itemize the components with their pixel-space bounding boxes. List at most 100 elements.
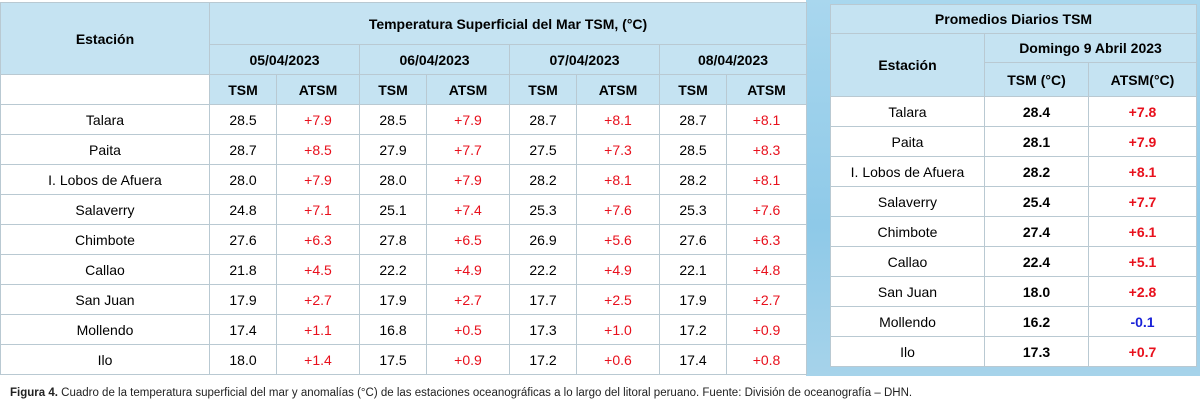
- station-cell: Paita: [0, 134, 210, 165]
- tsm-cell: 27.9: [359, 134, 427, 165]
- station-cell: I. Lobos de Afuera: [0, 164, 210, 195]
- atsm-header: ATSM: [426, 74, 510, 105]
- atsm-cell: +4.8: [725, 254, 808, 285]
- average-date-header: Domingo 9 Abril 2023: [984, 33, 1197, 63]
- atsm-cell: +1.4: [276, 344, 360, 375]
- table-title: Temperatura Superficial del Mar TSM, (°C…: [208, 2, 808, 45]
- atsm-cell: +1.1: [276, 314, 360, 345]
- table-row: I. Lobos de Afuera 28.0 +7.9 28.0 +7.9 28.2 +8…: [0, 164, 808, 195]
- table-row: Talara 28.5 +7.9 28.5 +7.9 28.7 +8.1 28.7 +8.1: [0, 104, 808, 135]
- daily-average-table: Promedios Diarios TSM Estación Domingo 9…: [830, 4, 1197, 367]
- tsm-cell: 21.8: [209, 254, 277, 285]
- daily-average-body: Talara 28.4 +7.8 Paita 28.1 +7.9 I. Lobos de A…: [830, 96, 1197, 367]
- tsm-header: TSM: [209, 74, 277, 105]
- average-atsm-cell: +7.8: [1088, 96, 1197, 127]
- table-row: Paita 28.7 +8.5 27.9 +7.7 27.5 +7.3 28.5 +8.3: [0, 134, 808, 165]
- tsm-header: TSM: [359, 74, 427, 105]
- station-cell: Salaverry: [0, 194, 210, 225]
- date-row: 05/04/2023 06/04/2023 07/04/2023 08/04/2023: [1, 44, 808, 75]
- average-tsm-cell: 18.0: [984, 276, 1089, 307]
- table-row: San Juan 18.0 +2.8: [830, 276, 1197, 307]
- table-row: I. Lobos de Afuera 28.2 +8.1: [830, 156, 1197, 187]
- atsm-cell: +7.1: [276, 194, 360, 225]
- tsm-cell: 18.0: [209, 344, 277, 375]
- tsm-cell: 27.6: [209, 224, 277, 255]
- average-atsm-cell: +2.8: [1088, 276, 1197, 307]
- average-station-cell: San Juan: [830, 276, 985, 307]
- tsm-cell: 26.9: [509, 224, 577, 255]
- table-row: Callao 22.4 +5.1: [830, 246, 1197, 277]
- atsm-cell: +8.3: [725, 134, 808, 165]
- atsm-cell: +2.7: [426, 284, 510, 315]
- average-atsm-cell: +0.7: [1088, 336, 1197, 367]
- average-station-cell: Salaverry: [830, 186, 985, 217]
- average-tsm-cell: 28.4: [984, 96, 1089, 127]
- atsm-header: ATSM: [276, 74, 360, 105]
- average-atsm-cell: +7.7: [1088, 186, 1197, 217]
- average-tsm-cell: 17.3: [984, 336, 1089, 367]
- atsm-header: ATSM: [725, 74, 808, 105]
- table-row: Callao 21.8 +4.5 22.2 +4.9 22.2 +4.9 22.1 +4.8: [0, 254, 808, 285]
- atsm-cell: +7.9: [426, 164, 510, 195]
- station-cell: Ilo: [0, 344, 210, 375]
- atsm-cell: +0.6: [576, 344, 660, 375]
- atsm-cell: +7.7: [426, 134, 510, 165]
- tsm-cell: 28.7: [659, 104, 727, 135]
- tsm-cell: 17.3: [509, 314, 577, 345]
- average-tsm-header: TSM (°C): [984, 62, 1089, 97]
- tsm-cell: 27.8: [359, 224, 427, 255]
- tsm-cell: 28.7: [209, 134, 277, 165]
- atsm-cell: +7.9: [426, 104, 510, 135]
- atsm-cell: +8.1: [576, 164, 660, 195]
- table-row: Ilo 18.0 +1.4 17.5 +0.9 17.2 +0.6 17.4 +0.8: [0, 344, 808, 375]
- tsm-cell: 22.2: [509, 254, 577, 285]
- table-row: Salaverry 24.8 +7.1 25.1 +7.4 25.3 +7.6 25.3 +7.…: [0, 194, 808, 225]
- station-cell: Mollendo: [0, 314, 210, 345]
- atsm-cell: +8.5: [276, 134, 360, 165]
- date-header: 07/04/2023: [509, 44, 660, 75]
- tsm-cell: 28.7: [509, 104, 577, 135]
- date-header: 06/04/2023: [359, 44, 510, 75]
- table-row: San Juan 17.9 +2.7 17.9 +2.7 17.7 +2.5 17.9 +2.7: [0, 284, 808, 315]
- tsm-cell: 17.5: [359, 344, 427, 375]
- station-cell: San Juan: [0, 284, 210, 315]
- average-atsm-cell: +7.9: [1088, 126, 1197, 157]
- tsm-cell: 22.1: [659, 254, 727, 285]
- atsm-cell: +0.5: [426, 314, 510, 345]
- tsm-cell: 28.2: [509, 164, 577, 195]
- average-atsm-cell: +5.1: [1088, 246, 1197, 277]
- tsm-cell: 17.2: [509, 344, 577, 375]
- average-tsm-cell: 28.1: [984, 126, 1089, 157]
- tsm-cell: 28.0: [359, 164, 427, 195]
- atsm-header: ATSM: [576, 74, 660, 105]
- tsm-cell: 17.4: [209, 314, 277, 345]
- sst-daily-table: Estación Temperatura Superficial del Mar…: [0, 2, 808, 375]
- atsm-cell: +7.4: [426, 194, 510, 225]
- station-header: Estación: [0, 2, 210, 75]
- tsm-cell: 28.2: [659, 164, 727, 195]
- average-tsm-cell: 28.2: [984, 156, 1089, 187]
- date-header: 05/04/2023: [209, 44, 360, 75]
- tsm-cell: 28.5: [659, 134, 727, 165]
- figure-caption-text: Cuadro de la temperatura superficial del…: [57, 387, 913, 399]
- atsm-cell: +0.9: [725, 314, 808, 345]
- station-cell: Talara: [0, 104, 210, 135]
- atsm-cell: +4.9: [576, 254, 660, 285]
- figure-caption-label: Figura 4.: [10, 387, 58, 399]
- tsm-cell: 25.1: [359, 194, 427, 225]
- atsm-cell: +1.0: [576, 314, 660, 345]
- table-row: Paita 28.1 +7.9: [830, 126, 1197, 157]
- atsm-cell: +2.5: [576, 284, 660, 315]
- atsm-cell: +8.1: [725, 104, 808, 135]
- atsm-cell: +5.6: [576, 224, 660, 255]
- average-tsm-cell: 27.4: [984, 216, 1089, 247]
- average-station-cell: Ilo: [830, 336, 985, 367]
- tsm-cell: 25.3: [659, 194, 727, 225]
- average-tsm-cell: 16.2: [984, 306, 1089, 337]
- station-header-blank: [0, 74, 210, 105]
- average-atsm-cell: +6.1: [1088, 216, 1197, 247]
- table-row: Mollendo 16.2 -0.1: [830, 306, 1197, 337]
- tsm-cell: 22.2: [359, 254, 427, 285]
- table-row: Salaverry 25.4 +7.7: [830, 186, 1197, 217]
- average-station-cell: I. Lobos de Afuera: [830, 156, 985, 187]
